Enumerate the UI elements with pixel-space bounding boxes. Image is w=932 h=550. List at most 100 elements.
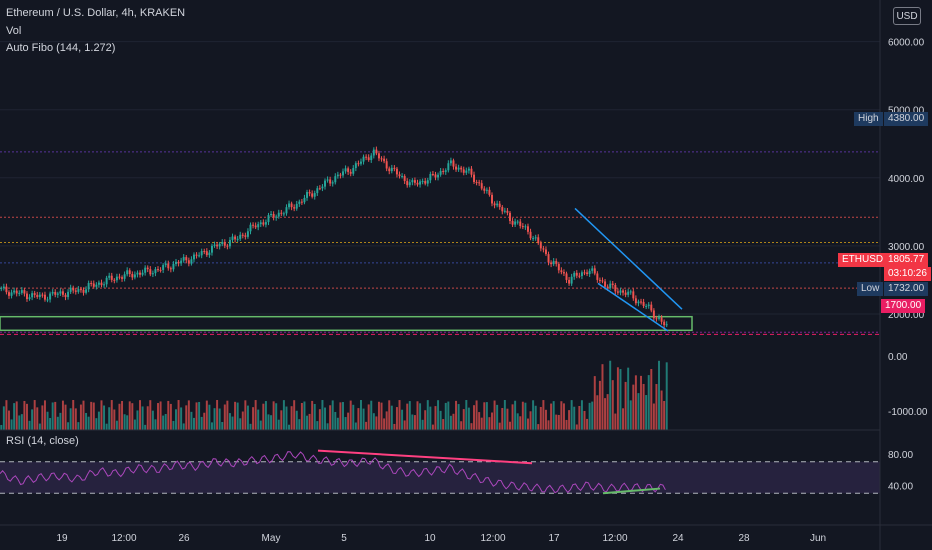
candle-body (59, 291, 62, 294)
volume-bar (95, 418, 98, 430)
volume-bar (547, 420, 550, 430)
candle-body (192, 254, 195, 260)
volume-bar (429, 406, 432, 430)
candle-body (146, 267, 149, 270)
volume-bar (591, 401, 594, 430)
volume-bar (46, 411, 49, 430)
candle-body (544, 249, 547, 255)
candle-body (61, 291, 64, 295)
candle-body (167, 263, 170, 269)
volume-bar (49, 418, 52, 430)
candle-body (575, 272, 578, 276)
candle-body (249, 224, 252, 232)
volume-bar (231, 416, 234, 430)
volume-bar (218, 408, 221, 430)
volume-bar (2, 406, 5, 430)
volume-bar (216, 400, 219, 430)
candle-body (609, 283, 612, 288)
price-tick-label: 5000.00 (888, 106, 925, 117)
candle-body (652, 310, 655, 319)
volume-bar (498, 422, 501, 430)
symbol-tag: ETHUSD (838, 253, 888, 267)
volume-bar (203, 412, 206, 430)
volume-bar (339, 402, 342, 430)
volume-bar (123, 414, 126, 430)
candle-body (578, 275, 581, 277)
volume-bar (280, 410, 283, 430)
volume-bar (28, 420, 31, 430)
candle-body (164, 263, 167, 266)
volume-bar (419, 403, 422, 430)
volume-bar (562, 403, 565, 430)
volume-bar (85, 412, 88, 430)
candle-body (162, 265, 165, 270)
volume-bar (82, 400, 85, 430)
candle-body (568, 279, 571, 284)
volume-bar (318, 409, 321, 430)
candle-body (306, 192, 309, 198)
candle-body (506, 210, 509, 213)
candle-body (562, 272, 565, 274)
volume-bar (658, 360, 660, 430)
rsi-band (0, 461, 880, 494)
volume-bar (416, 401, 419, 430)
volume-bar (352, 404, 355, 430)
volume-bar (408, 401, 411, 430)
volume-bar (175, 409, 177, 430)
candle-body (403, 176, 406, 181)
candle-body (526, 226, 529, 232)
last-price-tag: 1805.77 (884, 253, 929, 267)
candle-body (54, 292, 57, 295)
alert-price-tag: 1700.00 (881, 299, 926, 313)
volume-bar (519, 416, 522, 430)
candle-body (241, 234, 244, 236)
candle-body (277, 212, 280, 217)
candle-body (326, 179, 329, 181)
candle-body (252, 224, 255, 226)
candle-body (509, 212, 511, 221)
volume-bar (51, 402, 54, 430)
candle-body (565, 273, 568, 280)
candle-body (377, 153, 380, 159)
volume-bar (177, 400, 180, 430)
candle-body (64, 294, 67, 298)
candle-body (365, 156, 368, 158)
high-price-tag: 4380.00 (884, 112, 929, 126)
candle-body (503, 210, 506, 212)
candle-body (606, 286, 609, 288)
candle-body (349, 171, 352, 174)
candle-body (534, 237, 537, 239)
volume-bar (187, 400, 190, 430)
candle-body (318, 188, 321, 190)
candle-body (616, 291, 619, 293)
volume-bar (632, 384, 635, 430)
volume-bar (367, 404, 370, 430)
volume-bar (185, 405, 188, 430)
candle-body (552, 261, 555, 265)
candle-body (331, 182, 334, 184)
candle-body (634, 298, 637, 304)
candle-body (601, 280, 604, 282)
candle-body (462, 169, 465, 173)
volume-bar (555, 414, 558, 430)
candle-body (431, 174, 434, 176)
candle-body (200, 251, 203, 256)
currency-button[interactable]: USD (893, 7, 921, 25)
volume-bar (485, 402, 488, 430)
volume-bar (241, 411, 244, 430)
candle-body (218, 243, 221, 247)
volume-bar (100, 400, 103, 430)
volume-bar (655, 384, 658, 430)
volume-bar (133, 419, 136, 430)
candle-body (126, 270, 129, 275)
candle-body (388, 168, 391, 172)
volume-bar (13, 403, 16, 430)
high-label: High (854, 112, 883, 126)
candle-body (316, 188, 319, 194)
volume-bar (61, 400, 64, 430)
candle-body (303, 197, 306, 203)
candle-body (442, 171, 445, 173)
volume-bar (246, 405, 249, 430)
candle-body (413, 180, 416, 183)
